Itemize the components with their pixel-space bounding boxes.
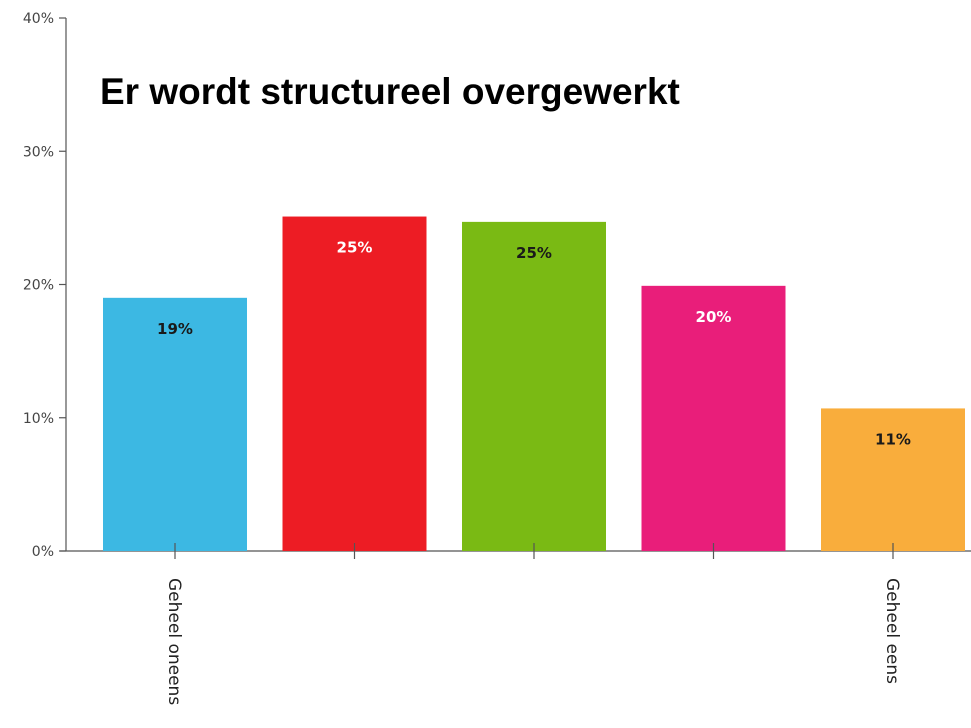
y-tick-label: 0% xyxy=(32,544,54,560)
bar-data-label: 20% xyxy=(696,308,732,326)
bar-data-label: 25% xyxy=(337,239,373,257)
bars-group: 19% 25% 25% 20% 11% xyxy=(103,216,965,552)
x-axis-ticks: Geheel oneens Geheel eens xyxy=(164,543,902,705)
y-tick-label: 30% xyxy=(23,144,54,160)
x-category-label: Geheel eens xyxy=(882,578,902,684)
bar-data-label: 11% xyxy=(875,430,911,448)
bar xyxy=(641,285,786,551)
bar xyxy=(821,408,965,551)
bar-data-label: 25% xyxy=(516,244,552,262)
y-tick-label: 10% xyxy=(23,411,54,427)
chart-title: Er wordt structureel overgewerkt xyxy=(100,71,680,112)
bar-data-label: 19% xyxy=(157,320,193,338)
bar xyxy=(282,216,427,552)
x-category-label: Geheel oneens xyxy=(164,578,184,705)
y-tick-label: 40% xyxy=(23,11,54,27)
y-tick-label: 20% xyxy=(23,278,54,294)
bar xyxy=(103,297,247,551)
y-axis-ticks: 0% 10% 20% 30% 40% xyxy=(23,11,66,560)
bar xyxy=(462,221,606,551)
